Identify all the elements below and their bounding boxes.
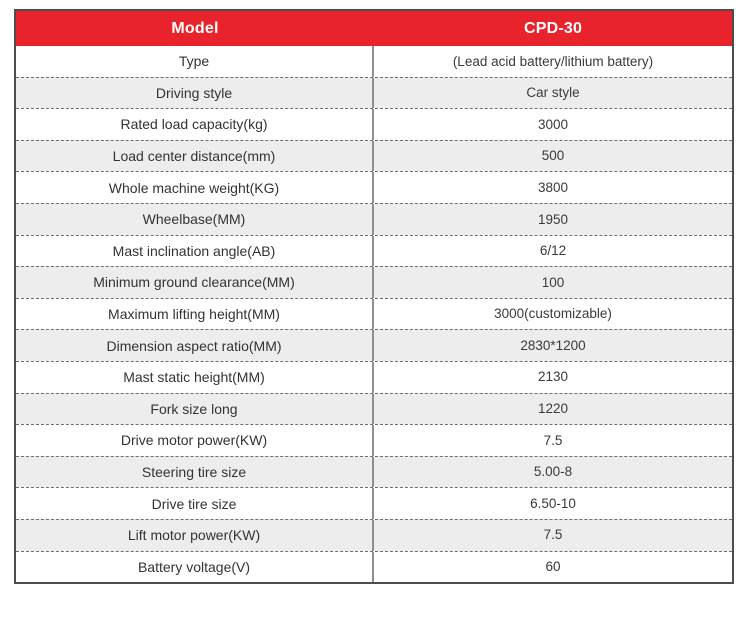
table-row: Type (Lead acid battery/lithium battery) bbox=[16, 46, 732, 77]
table-row: Load center distance(mm) 500 bbox=[16, 139, 732, 172]
spec-label: Minimum ground clearance(MM) bbox=[16, 267, 374, 298]
table-header-row: Model CPD-30 bbox=[16, 11, 732, 46]
spec-value: 2130 bbox=[537, 369, 569, 385]
table-row: Drive tire size 6.50-10 bbox=[16, 487, 732, 519]
spec-label: Fork size long bbox=[16, 393, 374, 425]
table-row: Drive motor power(KW) 7.5 bbox=[16, 424, 732, 456]
spec-label: Rated load capacity(kg) bbox=[16, 109, 374, 140]
table-row: Lift motor power(KW) 7.5 bbox=[16, 518, 732, 551]
header-cell-model: Model bbox=[171, 19, 219, 37]
spec-label: Mast static height(MM) bbox=[16, 361, 374, 393]
spec-value: 500 bbox=[541, 148, 565, 164]
spec-value: 6.50-10 bbox=[530, 495, 576, 511]
table-row: Steering tire size 5.00-8 bbox=[16, 455, 732, 488]
spec-label: Load center distance(mm) bbox=[16, 140, 374, 172]
spec-value: Car style bbox=[526, 85, 580, 101]
spec-label: Wheelbase(MM) bbox=[16, 203, 374, 235]
spec-label: Lift motor power(KW) bbox=[16, 519, 374, 551]
spec-label: Drive tire size bbox=[16, 488, 374, 519]
spec-value: 6/12 bbox=[539, 243, 567, 259]
header-cell-model-value: CPD-30 bbox=[523, 19, 583, 37]
spec-label: Drive motor power(KW) bbox=[16, 425, 374, 456]
table-row: Whole machine weight(KG) 3800 bbox=[16, 171, 732, 203]
spec-value: 100 bbox=[541, 274, 565, 290]
table-row: Driving style Car style bbox=[16, 76, 732, 109]
spec-value: 60 bbox=[545, 559, 561, 575]
spec-value: 7.5 bbox=[543, 432, 563, 448]
spec-value: 2830*1200 bbox=[520, 337, 586, 353]
spec-value: 3000 bbox=[537, 116, 569, 132]
table-row: Mast inclination angle(AB) 6/12 bbox=[16, 234, 732, 267]
table-row: Mast static height(MM) 2130 bbox=[16, 360, 732, 393]
spec-label: Mast inclination angle(AB) bbox=[16, 235, 374, 267]
spec-label: Whole machine weight(KG) bbox=[16, 172, 374, 203]
spec-value: 3000(customizable) bbox=[494, 306, 612, 322]
spec-value: (Lead acid battery/lithium battery) bbox=[452, 53, 654, 69]
table-row: Rated load capacity(kg) 3000 bbox=[16, 108, 732, 140]
table-row: Dimension aspect ratio(MM) 2830*1200 bbox=[16, 329, 732, 361]
table-row: Maximum lifting height(MM) 3000(customiz… bbox=[16, 297, 732, 330]
spec-value: 5.00-8 bbox=[533, 464, 573, 480]
table-row: Wheelbase(MM) 1950 bbox=[16, 202, 732, 235]
spec-label: Steering tire size bbox=[16, 456, 374, 488]
spec-value: 1220 bbox=[537, 401, 569, 417]
spec-label: Dimension aspect ratio(MM) bbox=[16, 330, 374, 361]
spec-table: Model CPD-30 Type (Lead acid battery/lit… bbox=[14, 9, 734, 584]
spec-label: Type bbox=[16, 46, 374, 77]
spec-label: Battery voltage(V) bbox=[16, 551, 374, 583]
table-row: Minimum ground clearance(MM) 100 bbox=[16, 266, 732, 298]
table-row: Battery voltage(V) 60 bbox=[16, 550, 732, 583]
spec-value: 1950 bbox=[537, 211, 569, 227]
spec-rows: Type (Lead acid battery/lithium battery)… bbox=[16, 46, 732, 583]
spec-label: Driving style bbox=[16, 77, 374, 109]
table-row: Fork size long 1220 bbox=[16, 392, 732, 425]
spec-value: 3800 bbox=[537, 179, 569, 195]
spec-label: Maximum lifting height(MM) bbox=[16, 298, 374, 330]
spec-value: 7.5 bbox=[543, 527, 563, 543]
